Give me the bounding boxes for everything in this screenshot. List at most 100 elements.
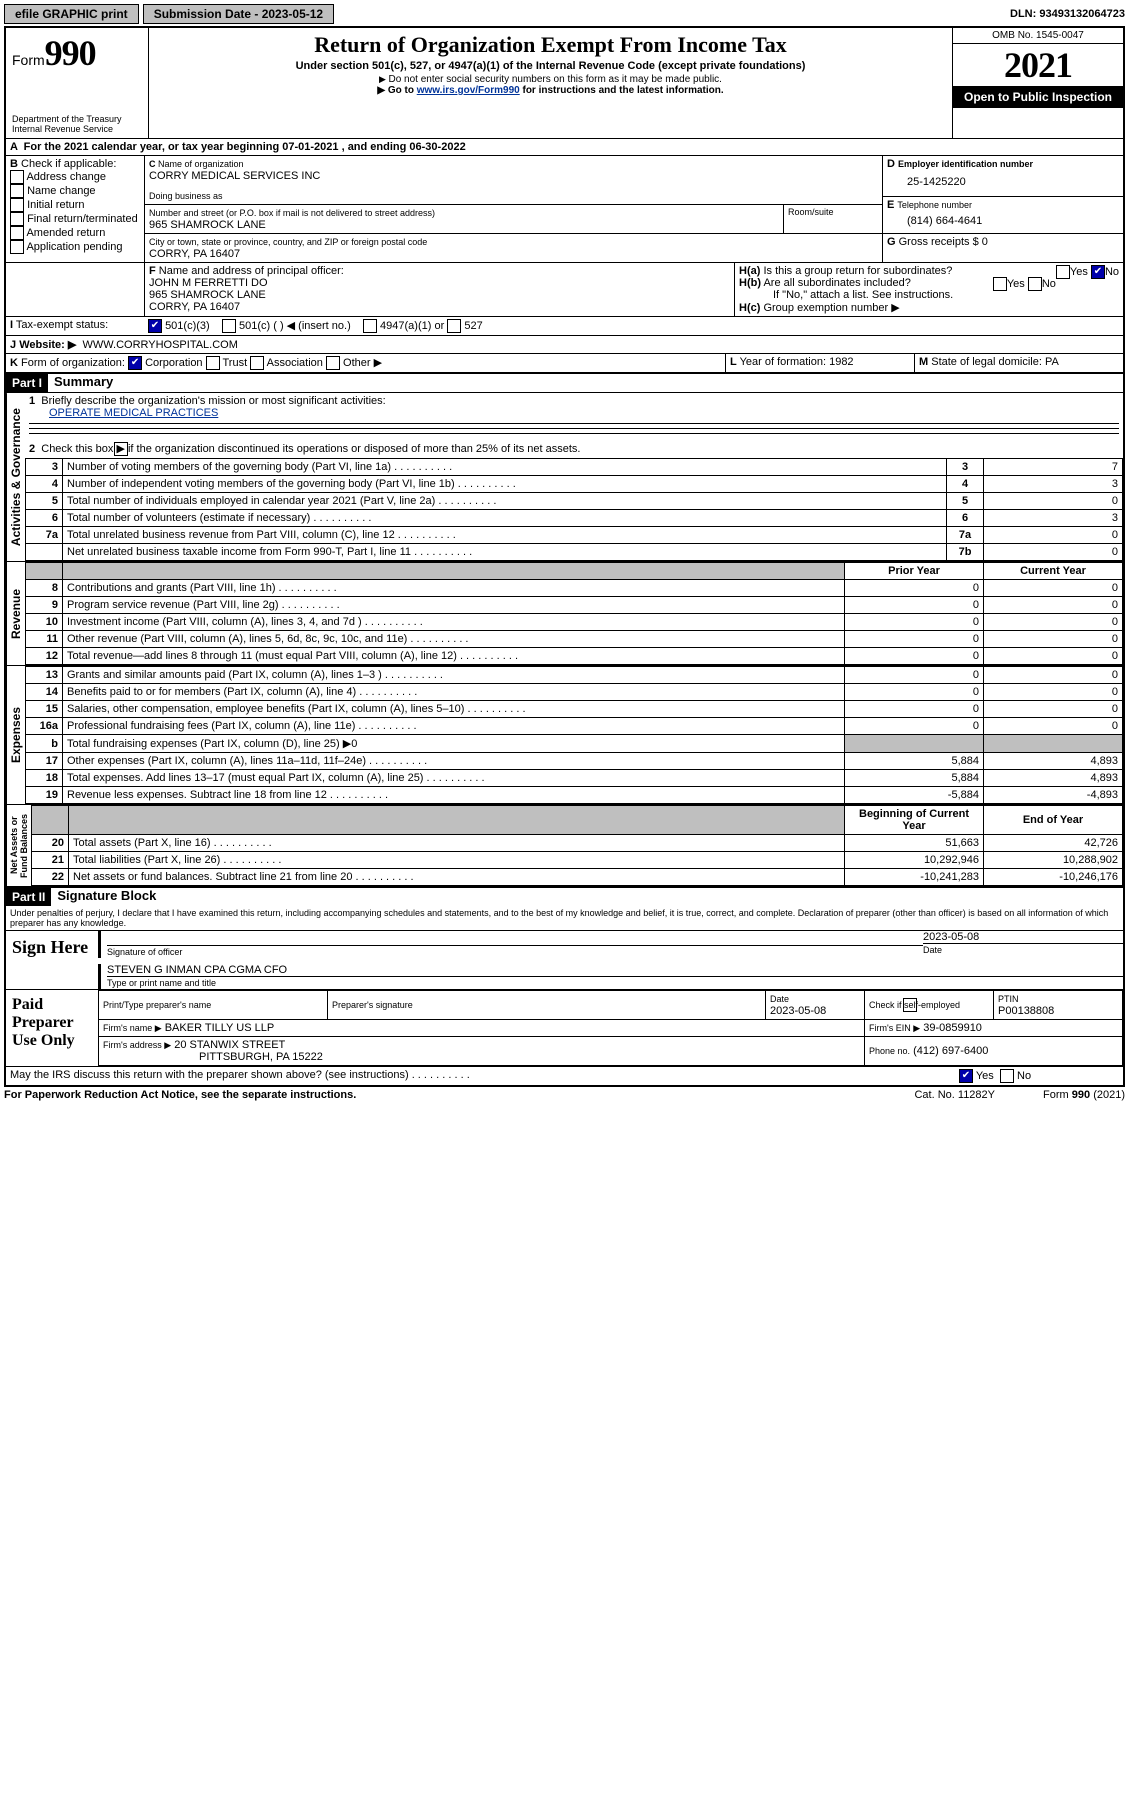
- year-formation: 1982: [829, 356, 853, 368]
- table-row: 5 Total number of individuals employed i…: [26, 493, 1123, 510]
- cat-no: Cat. No. 11282Y: [914, 1089, 995, 1101]
- chk-assoc[interactable]: [250, 356, 264, 370]
- goto-post: for instructions and the latest informat…: [520, 85, 724, 96]
- table-row: 13 Grants and similar amounts paid (Part…: [26, 667, 1123, 684]
- ein: 25-1425220: [887, 170, 1119, 194]
- pra-notice: For Paperwork Reduction Act Notice, see …: [4, 1089, 356, 1101]
- governance-table: 3 Number of voting members of the govern…: [25, 458, 1123, 561]
- table-row: 9 Program service revenue (Part VIII, li…: [26, 597, 1123, 614]
- table-row: 19 Revenue less expenses. Subtract line …: [26, 787, 1123, 804]
- open-inspection: Open to Public Inspection: [953, 86, 1123, 108]
- table-row: 11 Other revenue (Part VIII, column (A),…: [26, 631, 1123, 648]
- chk-501c[interactable]: [222, 319, 236, 333]
- tax-year: 2021: [953, 44, 1123, 86]
- chk-discuss-yes[interactable]: [959, 1069, 973, 1083]
- table-row: 6 Total number of volunteers (estimate i…: [26, 510, 1123, 527]
- table-row: 7a Total unrelated business revenue from…: [26, 527, 1123, 544]
- prep-date: 2023-05-08: [770, 1005, 826, 1017]
- chk-name[interactable]: [10, 184, 24, 198]
- phone: (814) 664-4641: [887, 211, 1119, 231]
- chk-4947[interactable]: [363, 319, 377, 333]
- expenses-table: 13 Grants and similar amounts paid (Part…: [25, 666, 1123, 804]
- chk-address[interactable]: [10, 170, 24, 184]
- table-row: 3 Number of voting members of the govern…: [26, 459, 1123, 476]
- section-b: B Check if applicable: Address change Na…: [6, 156, 145, 262]
- table-row: Net unrelated business taxable income fr…: [26, 544, 1123, 561]
- chk-501c3[interactable]: [148, 319, 162, 333]
- subtitle-2: Do not enter social security numbers on …: [155, 74, 946, 85]
- goto-pre: Go to: [388, 85, 417, 96]
- submission-date: Submission Date - 2023-05-12: [143, 4, 334, 24]
- city: CORRY, PA 16407: [149, 248, 240, 260]
- mission-link[interactable]: OPERATE MEDICAL PRACTICES: [49, 407, 218, 419]
- chk-hb-no[interactable]: [1028, 277, 1042, 291]
- street: 965 SHAMROCK LANE: [149, 219, 266, 231]
- page-title: Return of Organization Exempt From Incom…: [155, 32, 946, 58]
- line-a: A For the 2021 calendar year, or tax yea…: [6, 139, 1123, 155]
- table-row: 14 Benefits paid to or for members (Part…: [26, 684, 1123, 701]
- vlab-revenue: Revenue: [6, 562, 25, 665]
- vlab-governance: Activities & Governance: [6, 393, 25, 561]
- room-suite: Room/suite: [784, 205, 882, 234]
- chk-trust[interactable]: [206, 356, 220, 370]
- gross-receipts: 0: [982, 236, 988, 248]
- chk-ha-yes[interactable]: [1056, 265, 1070, 279]
- sig-date: 2023-05-08: [923, 931, 979, 943]
- form-word: Form: [12, 52, 45, 68]
- table-row: 8 Contributions and grants (Part VIII, l…: [26, 580, 1123, 597]
- table-row: 21 Total liabilities (Part X, line 26) 1…: [32, 852, 1123, 869]
- table-row: 22 Net assets or fund balances. Subtract…: [32, 869, 1123, 886]
- dln: DLN: 93493132064723: [1010, 8, 1125, 20]
- topbar: efile GRAPHIC print Submission Date - 20…: [4, 4, 1125, 24]
- officer-name: JOHN M FERRETTI DO: [149, 277, 268, 289]
- table-row: 12 Total revenue—add lines 8 through 11 …: [26, 648, 1123, 665]
- vlab-netassets: Net Assets or Fund Balances: [6, 805, 31, 886]
- vlab-expenses: Expenses: [6, 666, 25, 804]
- table-row: 15 Salaries, other compensation, employe…: [26, 701, 1123, 718]
- state-domicile: PA: [1045, 356, 1059, 368]
- form-header: Form990 Department of the Treasury Inter…: [6, 28, 1123, 138]
- chk-ha-no[interactable]: [1091, 265, 1105, 279]
- firm-ein: 39-0859910: [923, 1022, 982, 1034]
- efile-button[interactable]: efile GRAPHIC print: [4, 4, 139, 24]
- chk-initial[interactable]: [10, 198, 24, 212]
- table-row: 20 Total assets (Part X, line 16) 51,663…: [32, 835, 1123, 852]
- part-i-header: Part I: [6, 374, 48, 392]
- firm-name: BAKER TILLY US LLP: [165, 1022, 274, 1034]
- revenue-table: Prior YearCurrent Year 8 Contributions a…: [25, 562, 1123, 665]
- chk-app[interactable]: [10, 240, 24, 254]
- table-row: 4 Number of independent voting members o…: [26, 476, 1123, 493]
- form-number: 990: [45, 33, 96, 73]
- ptin: P00138808: [998, 1005, 1054, 1017]
- firm-addr: 20 STANWIX STREET: [174, 1039, 285, 1051]
- chk-self-employed[interactable]: [903, 998, 917, 1012]
- table-row: 16a Professional fundraising fees (Part …: [26, 718, 1123, 735]
- dept-treasury: Department of the Treasury Internal Reve…: [12, 114, 142, 134]
- firm-phone: (412) 697-6400: [913, 1045, 988, 1057]
- chk-final[interactable]: [10, 212, 24, 226]
- subtitle-1: Under section 501(c), 527, or 4947(a)(1)…: [155, 60, 946, 72]
- irs-link[interactable]: www.irs.gov/Form990: [417, 85, 520, 96]
- part-ii-title: Signature Block: [51, 888, 156, 906]
- part-i-title: Summary: [48, 374, 113, 392]
- sign-here: Sign Here: [6, 931, 98, 989]
- omb: OMB No. 1545-0047: [953, 28, 1123, 44]
- chk-discontinued[interactable]: [114, 442, 128, 456]
- chk-hb-yes[interactable]: [993, 277, 1007, 291]
- chk-discuss-no[interactable]: [1000, 1069, 1014, 1083]
- table-row: 18 Total expenses. Add lines 13–17 (must…: [26, 770, 1123, 787]
- part-ii-header: Part II: [6, 888, 51, 906]
- netassets-table: Beginning of Current YearEnd of Year 20 …: [31, 805, 1123, 886]
- table-row: 10 Investment income (Part VIII, column …: [26, 614, 1123, 631]
- org-name: CORRY MEDICAL SERVICES INC: [149, 170, 320, 182]
- chk-amended[interactable]: [10, 226, 24, 240]
- chk-other[interactable]: [326, 356, 340, 370]
- table-row: 17 Other expenses (Part IX, column (A), …: [26, 753, 1123, 770]
- dba-label: Doing business as: [149, 191, 223, 201]
- declaration: Under penalties of perjury, I declare th…: [6, 906, 1123, 930]
- paid-preparer: Paid Preparer Use Only: [6, 990, 98, 1066]
- officer-print-name: STEVEN G INMAN CPA CGMA CFO: [107, 964, 287, 976]
- chk-527[interactable]: [447, 319, 461, 333]
- chk-corp[interactable]: [128, 356, 142, 370]
- website: WWW.CORRYHOSPITAL.COM: [82, 339, 237, 351]
